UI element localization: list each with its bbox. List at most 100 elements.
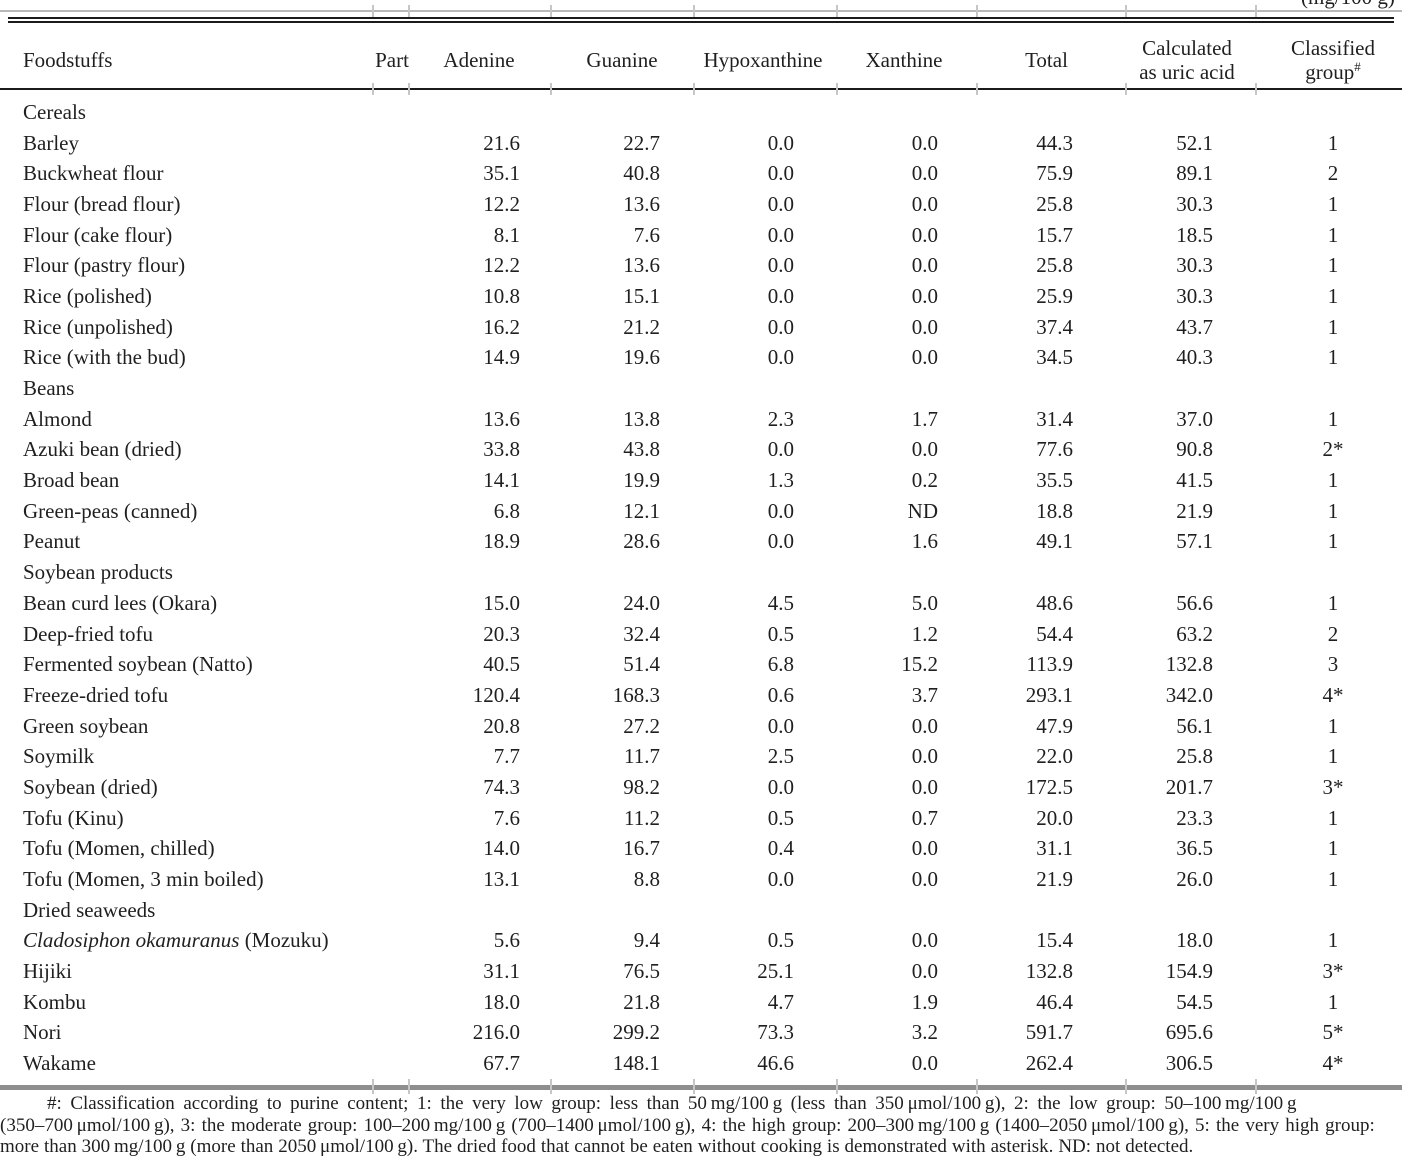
cell-adenine: 35.1: [483, 161, 520, 186]
cell-part: [360, 97, 420, 128]
cell-group: 1: [1213, 803, 1377, 834]
column-boundary-tick: [836, 1079, 838, 1094]
cell-total: 49.1: [1036, 529, 1073, 554]
column-boundary-tick: [372, 83, 374, 95]
cell-xanthine: 0.2: [911, 468, 938, 493]
cell-adenine: 20.8: [483, 713, 520, 738]
cell-food: Almond: [23, 406, 92, 431]
food-row: Flour (pastry flour) 12.2 13.6 0.0 0.0 25.8 30…: [23, 250, 1377, 281]
double-rule-lower: [8, 21, 1394, 23]
group-value: 1: [1327, 130, 1339, 155]
cell-xanthine: 0.0: [911, 713, 938, 738]
double-rule-upper: [8, 17, 1394, 19]
cell-total: 15.7: [1036, 222, 1073, 247]
column-header-group: Classified group#: [1213, 23, 1377, 97]
cell-group: 2: [1213, 619, 1377, 650]
column-boundary-tick: [976, 1079, 978, 1094]
cell-guanine: 168.3: [612, 682, 660, 707]
group-value: 1: [1327, 867, 1339, 892]
food-row: Freeze-dried tofu 120.4 168.3 0.6 3.7 293.1 34…: [23, 680, 1377, 711]
group-value: 1: [1327, 498, 1339, 523]
column-boundary-tick: [1255, 1079, 1257, 1094]
group-value: 1: [1327, 253, 1339, 278]
cell-total: 54.4: [1036, 621, 1073, 646]
cell-part: [360, 987, 420, 1018]
cell-guanine: 40.8: [623, 161, 660, 186]
cell-group: 1: [1213, 250, 1377, 281]
column-header-adenine: Adenine: [420, 23, 520, 97]
cell-group: 3: [1213, 649, 1377, 680]
cell-uric-acid: 21.9: [1176, 498, 1213, 523]
cell-part: [360, 834, 420, 865]
group-value: 1: [1327, 928, 1339, 953]
food-row: Flour (bread flour) 12.2 13.6 0.0 0.0 25.8 30.…: [23, 189, 1377, 220]
cell-hypoxanthine: 0.4: [767, 836, 794, 861]
cell-xanthine: 0.0: [911, 345, 938, 370]
cell-hypoxanthine: 0.0: [767, 437, 794, 462]
cell-guanine: 98.2: [623, 774, 660, 799]
column-header-label: Part: [375, 48, 409, 72]
cell-uric-acid: 132.8: [1165, 652, 1213, 677]
cell-xanthine: 15.2: [901, 652, 938, 677]
cell-xanthine: 1.6: [911, 529, 938, 554]
food-row: Tofu (Momen, 3 min boiled) 13.1 8.8 0.0 0.0 2…: [23, 864, 1377, 895]
cell-group: 2*: [1213, 435, 1377, 466]
group-value: 2: [1327, 621, 1339, 646]
cell-adenine: 6.8: [493, 498, 520, 523]
column-boundary-tick: [693, 5, 695, 17]
cell-total: 31.4: [1036, 406, 1073, 431]
cell-uric-acid: 30.3: [1176, 253, 1213, 278]
cell-total: 75.9: [1036, 161, 1073, 186]
cell-hypoxanthine: [660, 373, 794, 404]
cell-total: 48.6: [1036, 590, 1073, 615]
cell-adenine: [420, 97, 520, 128]
food-row: Wakame 67.7 148.1 46.6 0.0 262.4 306.5 4*: [23, 1048, 1377, 1079]
cell-food: Tofu (Momen, 3 min boiled): [23, 867, 264, 892]
group-value: 1: [1327, 191, 1339, 216]
cell-total: [938, 373, 1073, 404]
food-row: Fermented soybean (Natto) 40.5 51.4 6.8 15.2…: [23, 649, 1377, 680]
column-boundary-tick: [976, 5, 978, 17]
cell-total: 31.1: [1036, 836, 1073, 861]
cell-uric-acid: 56.1: [1176, 713, 1213, 738]
cell-part: [360, 312, 420, 343]
column-header-label: Total: [1025, 48, 1068, 72]
cell-uric-acid: 43.7: [1176, 314, 1213, 339]
cell-uric-acid: 154.9: [1165, 959, 1213, 984]
cell-guanine: 8.8: [633, 867, 660, 892]
food-row: Rice (with the bud) 14.9 19.6 0.0 0.0 34.5 40.…: [23, 343, 1377, 374]
food-row: Buckwheat flour 35.1 40.8 0.0 0.0 75.9 89.1 2: [23, 158, 1377, 189]
footnote-line: more than 300 mg/100 g (more than 2050 μ…: [0, 1136, 1194, 1157]
cell-food: Rice (with the bud): [23, 345, 186, 370]
cell-group: [1213, 557, 1377, 588]
cell-total: 34.5: [1036, 345, 1073, 370]
cell-hypoxanthine: 0.0: [767, 713, 794, 738]
group-value: 1: [1327, 713, 1339, 738]
food-row: Tofu (Kinu) 7.6 11.2 0.5 0.7 20.0 23.3 1: [23, 803, 1377, 834]
cell-adenine: 10.8: [483, 283, 520, 308]
cell-total: 113.9: [1026, 652, 1073, 677]
cell-hypoxanthine: 0.0: [767, 222, 794, 247]
column-boundary-tick: [1255, 5, 1257, 17]
cell-total: 46.4: [1036, 989, 1073, 1014]
section-name: Soybean products: [23, 560, 173, 585]
cell-adenine: [420, 373, 520, 404]
cell-part: [360, 496, 420, 527]
top-rule: [0, 10, 1402, 12]
section-row: Cereals: [23, 97, 1377, 128]
food-row: Rice (unpolished) 16.2 21.2 0.0 0.0 37.4 43.7 1: [23, 312, 1377, 343]
cell-guanine: 76.5: [623, 959, 660, 984]
cell-adenine: 5.6: [493, 928, 520, 953]
food-row: Bean curd lees (Okara) 15.0 24.0 4.5 5.0 48.6…: [23, 588, 1377, 619]
cell-adenine: 7.6: [493, 805, 520, 830]
cell-guanine: 21.8: [623, 989, 660, 1014]
cell-food: Nori: [23, 1020, 62, 1045]
cell-guanine: [520, 557, 660, 588]
cell-adenine: 14.0: [483, 836, 520, 861]
group-value: 2: [1327, 161, 1339, 186]
cell-uric-acid: 26.0: [1176, 867, 1213, 892]
cell-guanine: 9.4: [633, 928, 660, 953]
column-boundary-tick: [550, 1079, 552, 1094]
cell-group: 5*: [1213, 1018, 1377, 1049]
cell-guanine: 27.2: [623, 713, 660, 738]
